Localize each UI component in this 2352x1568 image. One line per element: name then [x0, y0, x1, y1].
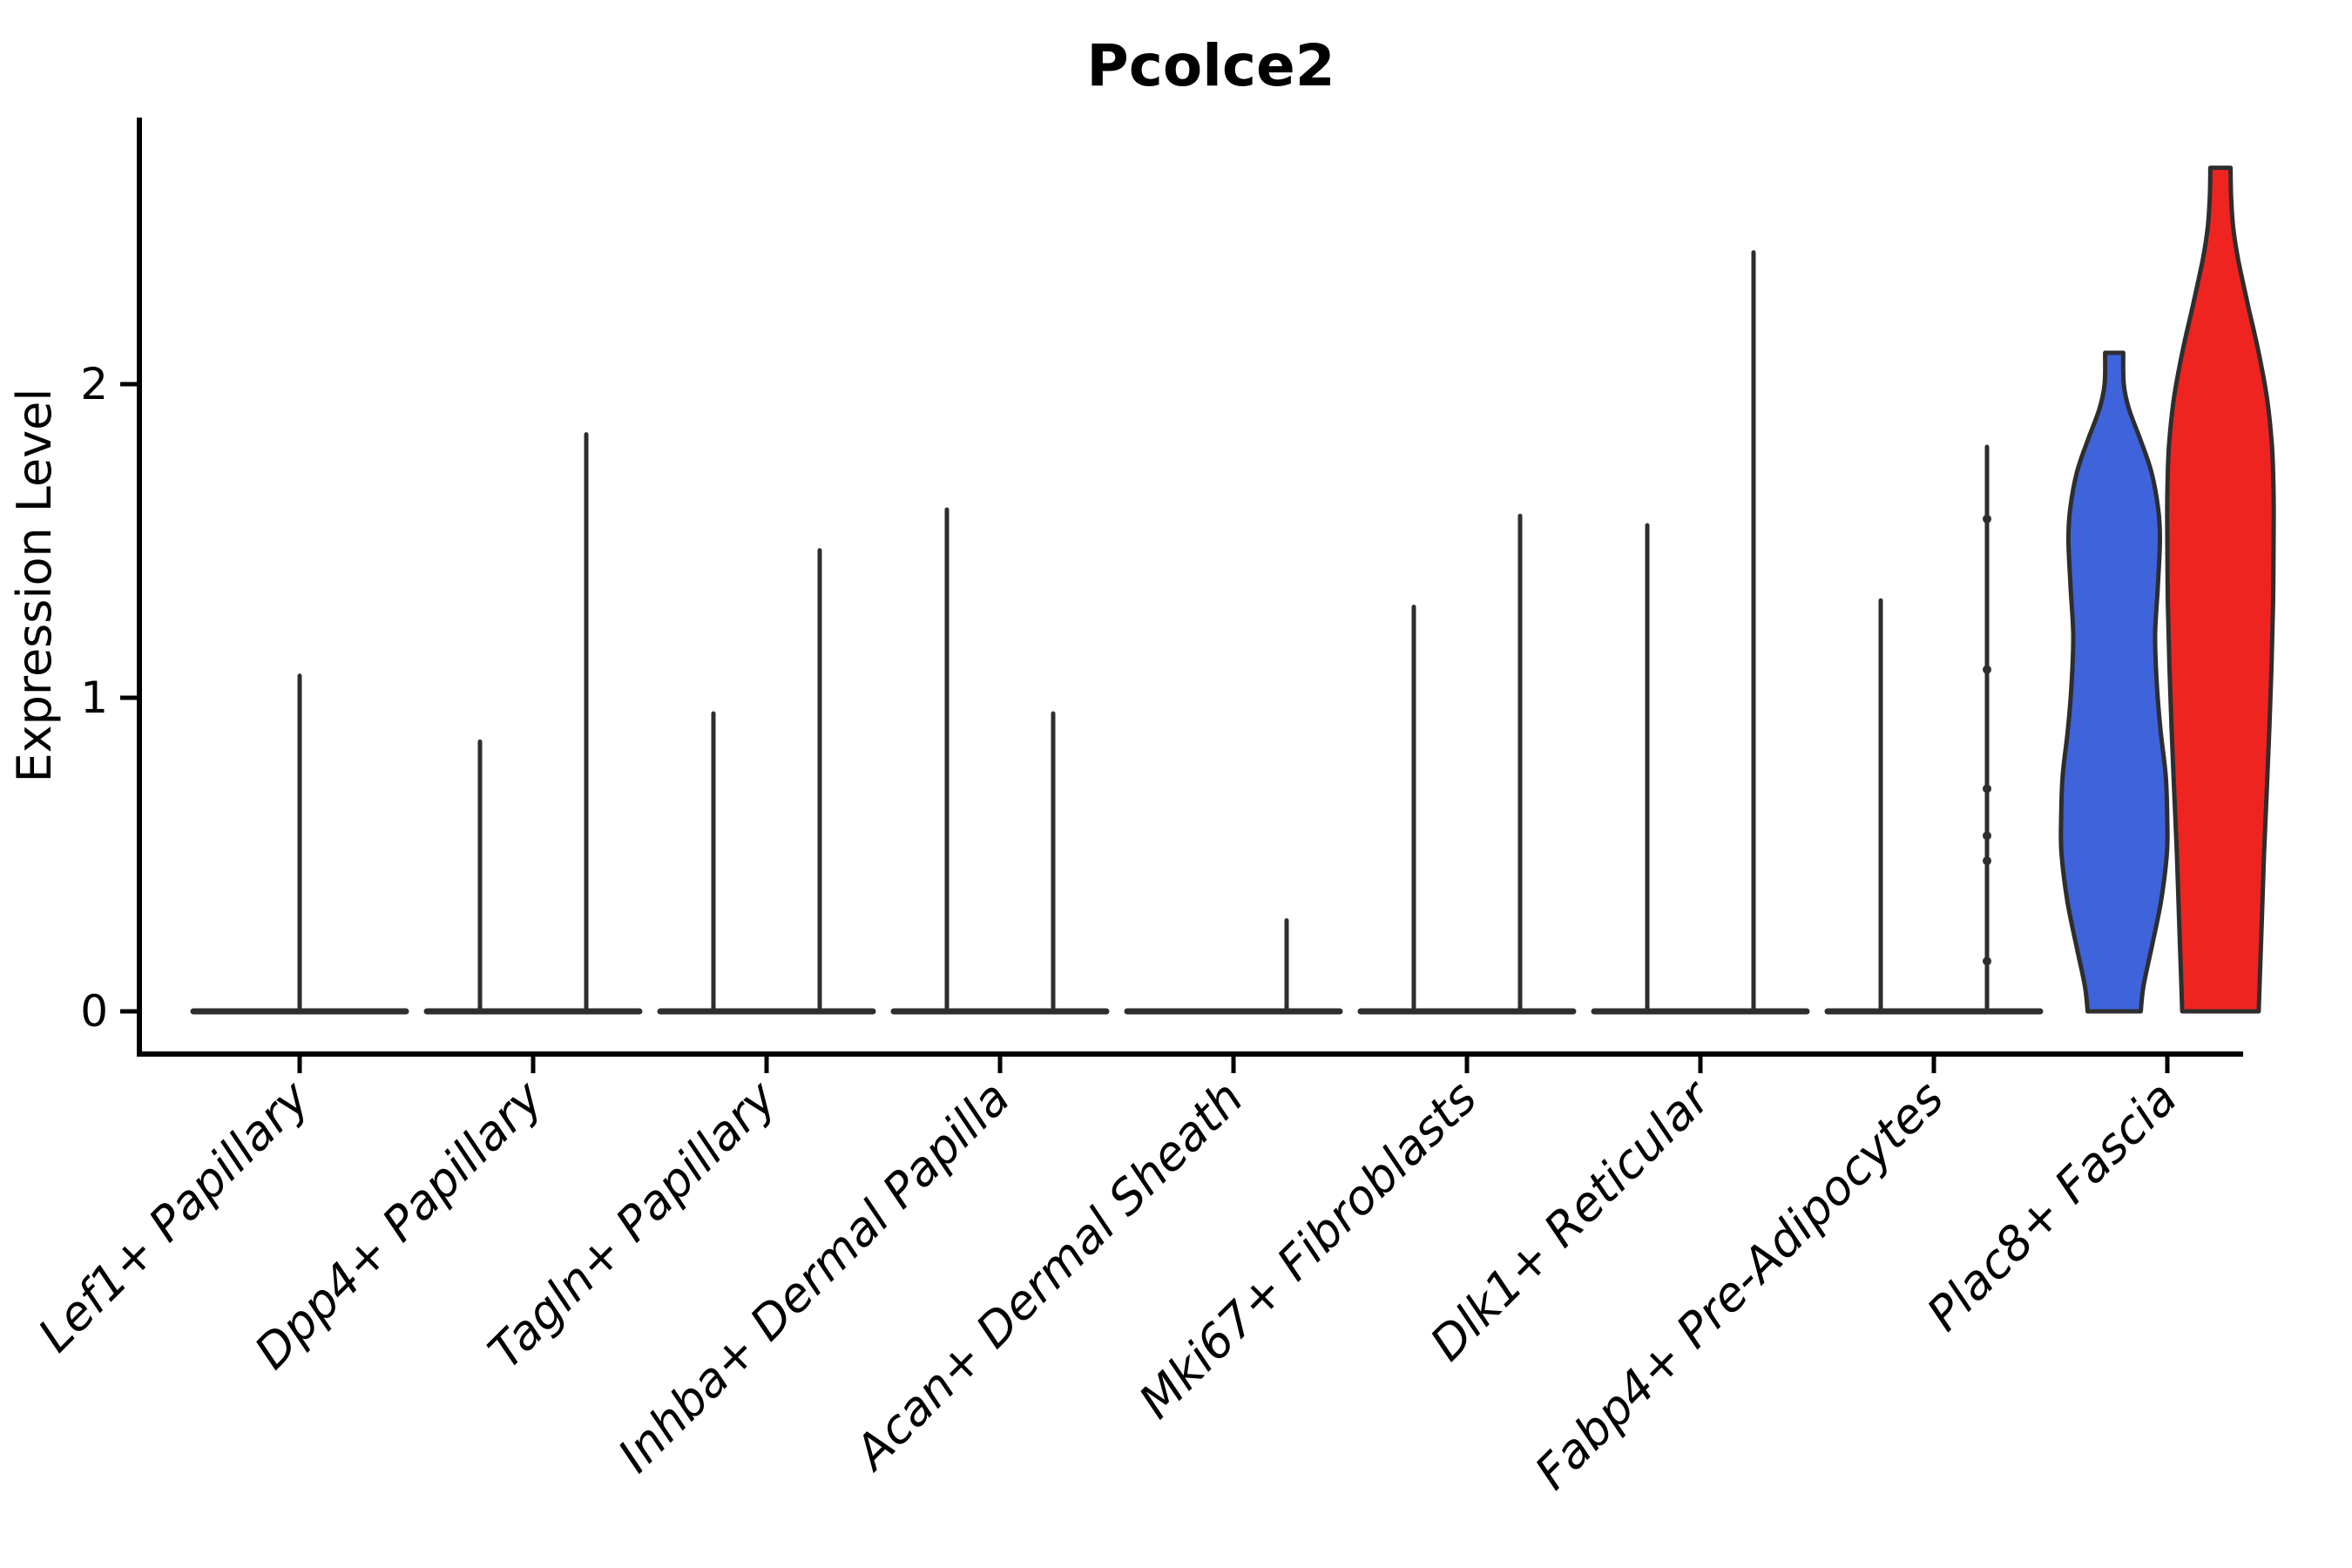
violin-plac8-fascia-right: [2165, 166, 2276, 1014]
y-tick-label: 2: [80, 359, 108, 409]
violin-fabp4-pre-adipocytes-right-point: [1983, 665, 1991, 674]
y-tick-label: 0: [80, 986, 108, 1037]
violin-fabp4-pre-adipocytes-right-point: [1983, 514, 1991, 524]
x-tick-label: Plac8+ Fascia: [1916, 1071, 2187, 1342]
violin-fabp4-pre-adipocytes-right-point: [1983, 856, 1991, 866]
y-tick-label: 1: [80, 672, 108, 723]
violin-fabp4-pre-adipocytes-right-point: [1983, 784, 1991, 794]
x-tick-label: Acan+ Dermal Sheath: [842, 1071, 1254, 1482]
x-tick-label: Inhba+ Dermal Papilla: [607, 1071, 1020, 1484]
violin-layer: [190, 166, 2276, 1015]
violin-fabp4-pre-adipocytes-right-point: [1983, 956, 1991, 966]
x-tick-label: Fabp4+ Pre-Adipocytes: [1524, 1071, 1954, 1500]
violin-plac8-fascia-left: [2058, 350, 2170, 1014]
y-axis-label: Expression Level: [7, 389, 62, 783]
chart-title: Pcolce2: [1086, 32, 1335, 99]
violin-fabp4-pre-adipocytes-right-point: [1983, 831, 1991, 841]
